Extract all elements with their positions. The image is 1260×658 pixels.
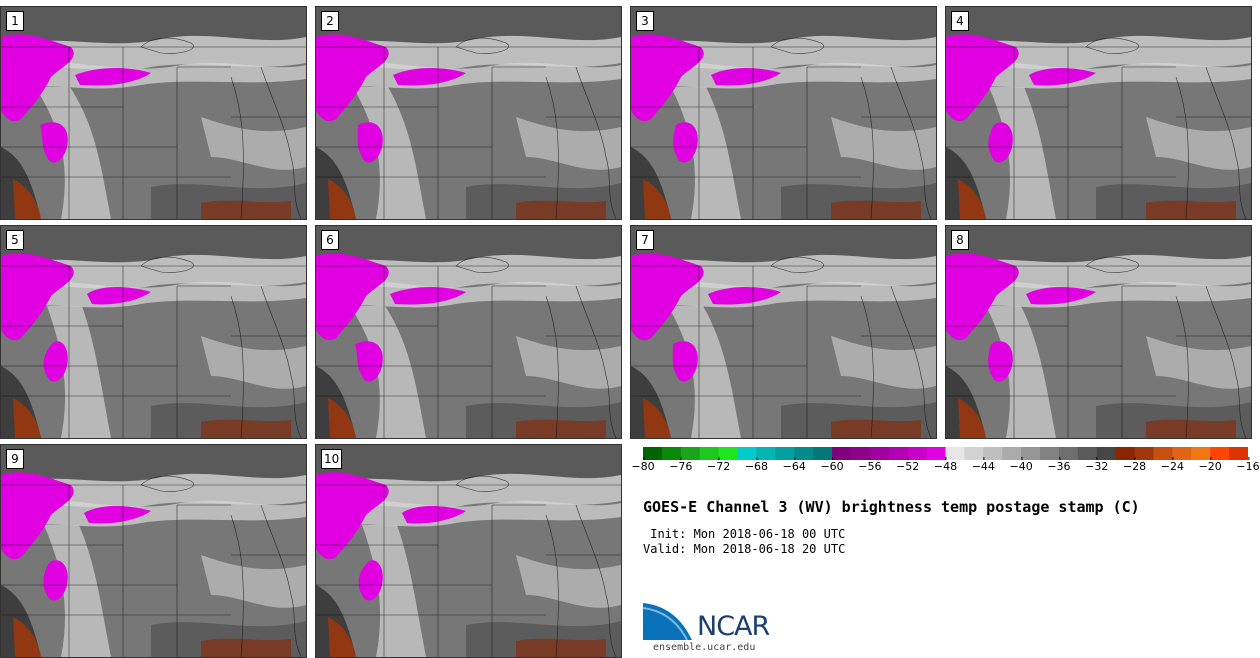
water-vapor-map	[1, 226, 306, 438]
colorbar-swatch	[888, 447, 909, 460]
panel-label: 1	[6, 11, 24, 31]
colorbar-tick-label: −72	[707, 457, 731, 473]
colorbar-tick-label: −20	[1198, 457, 1222, 473]
colorbar-swatch	[1172, 447, 1192, 460]
colorbar-swatch	[699, 447, 720, 460]
stamp-panel-3: 3	[630, 6, 937, 220]
colorbar-swatch	[1096, 447, 1117, 460]
colorbar-swatch	[1058, 447, 1079, 460]
plot-title: GOES-E Channel 3 (WV) brightness temp po…	[643, 498, 1140, 516]
colorbar-swatch	[718, 447, 739, 460]
colorbar-swatch	[775, 447, 795, 460]
colorbar-swatch	[907, 447, 928, 460]
colorbar-tick-label: −40	[1009, 457, 1033, 473]
colorbar-swatch	[1210, 447, 1230, 460]
colorbar-swatch	[926, 447, 946, 460]
colorbar-swatch	[737, 447, 757, 460]
colorbar	[643, 447, 1248, 460]
colorbar-tick-label: −80	[631, 457, 655, 473]
panel-label: 3	[636, 11, 654, 31]
colorbar-swatch	[661, 447, 682, 460]
colorbar-tick-label: −60	[820, 457, 844, 473]
colorbar-swatch	[1191, 447, 1211, 460]
stamp-panel-4: 4	[945, 6, 1252, 220]
water-vapor-map	[1, 445, 306, 657]
colorbar-swatch	[945, 447, 965, 460]
colorbar-swatch	[1021, 447, 1041, 460]
colorbar-swatch	[1115, 447, 1136, 460]
stamp-panel-9: 9	[0, 444, 307, 658]
colorbar-swatch	[869, 447, 890, 460]
colorbar-ticks: −80 −76 −72 −68 −64 −60 −56 −52 −48 −44 −40 −36 −32−…	[631, 457, 1260, 482]
panel-label: 2	[321, 11, 339, 31]
water-vapor-map	[946, 226, 1251, 438]
stamp-panel-1: 1	[0, 6, 307, 220]
colorbar-tick-label: −48	[933, 457, 958, 473]
panel-label: 10	[321, 449, 343, 469]
colorbar-tick-label: −32	[1085, 457, 1109, 473]
water-vapor-map	[316, 7, 621, 219]
stamp-panel-7: 7	[630, 225, 937, 439]
ncar-logo-text: NCAR	[697, 611, 770, 642]
panel-label: 4	[951, 11, 969, 31]
panel-label: 8	[951, 230, 969, 250]
colorbar-swatch	[1134, 447, 1154, 460]
colorbar-swatch	[964, 447, 984, 460]
colorbar-tick-label: −52	[896, 457, 920, 473]
colorbar-swatch	[1077, 447, 1098, 460]
init-time: Init: Mon 2018-06-18 00 UTC	[643, 527, 846, 541]
water-vapor-map	[946, 7, 1251, 219]
colorbar-tick-label: −56	[858, 457, 882, 473]
ncar-logo-icon	[643, 601, 694, 640]
colorbar-tick-label: −68	[744, 457, 769, 473]
colorbar-swatch	[1229, 447, 1248, 460]
water-vapor-map	[316, 226, 621, 438]
stamp-panel-8: 8	[945, 225, 1252, 439]
colorbar-tick-label: −64	[782, 457, 806, 473]
panel-label: 6	[321, 230, 339, 250]
colorbar-tick-label: −44	[971, 457, 995, 473]
stamp-panel-6: 6	[315, 225, 622, 439]
panel-label: 5	[6, 230, 24, 250]
colorbar-swatch	[1153, 447, 1173, 460]
colorbar-tick-label: −16	[1236, 457, 1260, 473]
panel-label: 9	[6, 449, 24, 469]
colorbar-swatch	[983, 447, 1003, 460]
colorbar-swatch	[680, 447, 701, 460]
colorbar-swatch	[850, 447, 871, 460]
colorbar-swatch	[756, 447, 776, 460]
colorbar-tick-label: −76	[669, 457, 693, 473]
colorbar-tick-label: −24	[1160, 457, 1184, 473]
water-vapor-map	[316, 445, 621, 657]
colorbar-swatch	[832, 447, 852, 460]
colorbar-swatch	[813, 447, 833, 460]
stamp-panel-10: 10	[315, 444, 622, 658]
panel-label: 7	[636, 230, 654, 250]
colorbar-swatch	[1040, 447, 1060, 460]
colorbar-swatch	[794, 447, 814, 460]
stamp-panel-2: 2	[315, 6, 622, 220]
colorbar-swatch	[1002, 447, 1022, 460]
colorbar-tick-label: −36	[1047, 457, 1071, 473]
valid-time: Valid: Mon 2018-06-18 20 UTC	[643, 542, 846, 556]
colorbar-tick-label: −28	[1122, 457, 1147, 473]
colorbar-swatch	[643, 447, 663, 460]
water-vapor-map	[631, 226, 936, 438]
stamp-panel-5: 5	[0, 225, 307, 439]
water-vapor-map	[1, 7, 306, 219]
logo-url: ensemble.ucar.edu	[653, 642, 756, 653]
water-vapor-map	[631, 7, 936, 219]
